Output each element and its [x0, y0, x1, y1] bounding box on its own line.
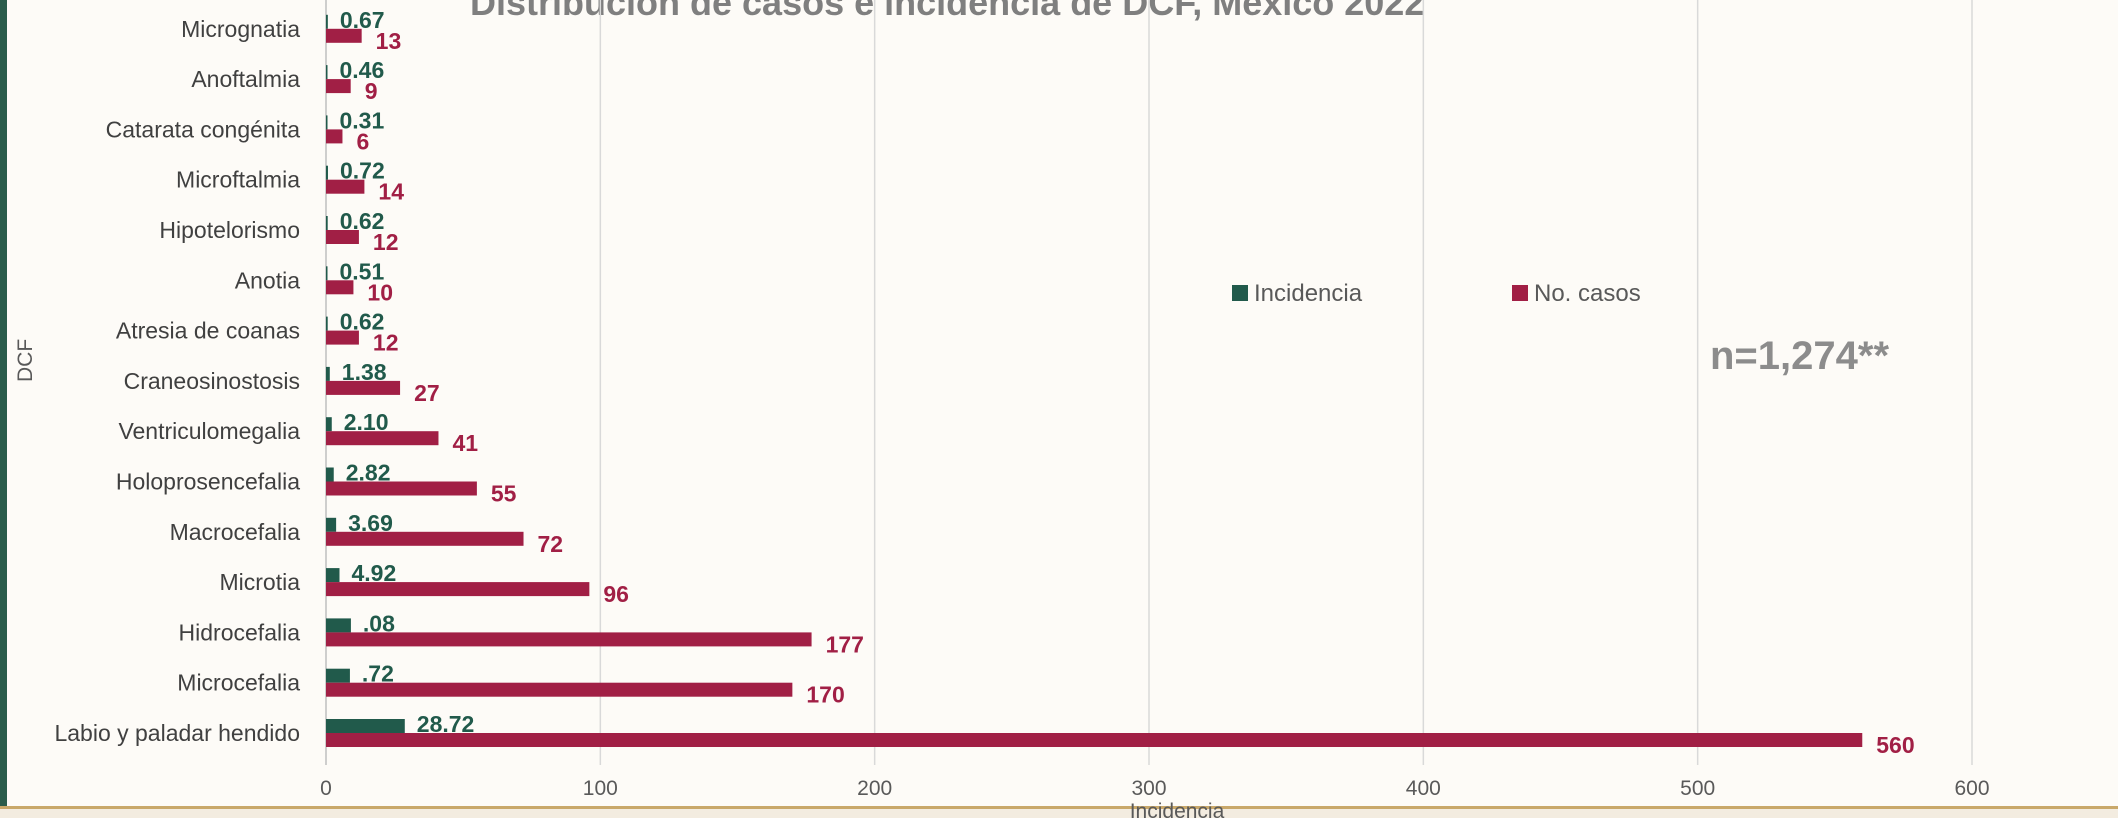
- category-label: Craneosinostosis: [124, 368, 300, 394]
- bar-incidencia: [326, 517, 337, 532]
- data-label-incidencia: 28.72: [417, 711, 475, 737]
- bar-no-casos: [326, 28, 362, 43]
- category-label: Microtia: [219, 569, 300, 595]
- data-label-no-casos: 72: [538, 531, 564, 557]
- bar-no-casos: [326, 330, 359, 345]
- bar-incidencia: [326, 115, 328, 130]
- data-label-no-casos: 10: [367, 279, 393, 305]
- y-axis-title: DCF: [14, 338, 37, 382]
- legend-label: Incidencia: [1254, 280, 1363, 307]
- bar-incidencia: [326, 65, 328, 80]
- bar-no-casos: [326, 632, 812, 647]
- category-label: Macrocefalia: [170, 519, 301, 545]
- data-label-incidencia: 2.82: [346, 460, 391, 486]
- bar-incidencia: [326, 216, 328, 230]
- category-label: Microcefalia: [177, 670, 300, 696]
- x-tick-label: 500: [1680, 777, 1715, 800]
- data-label-no-casos: 41: [452, 430, 478, 456]
- bar-incidencia: [326, 568, 340, 583]
- bar-no-casos: [326, 481, 477, 496]
- bar-incidencia: [326, 316, 328, 331]
- data-label-incidencia: 0.31: [340, 107, 385, 133]
- data-label-no-casos: 27: [414, 380, 440, 406]
- data-label-no-casos: 170: [806, 682, 844, 708]
- bar-incidencia: [326, 618, 351, 633]
- legend-swatch: [1512, 285, 1528, 301]
- bottom-accent-line: [0, 806, 2118, 809]
- data-label-incidencia: 0.46: [340, 57, 385, 83]
- data-label-no-casos: 12: [373, 229, 399, 255]
- data-label-no-casos: 6: [356, 128, 369, 154]
- category-label: Catarata congénita: [106, 116, 301, 142]
- bar-incidencia: [326, 668, 350, 683]
- bar-incidencia: [326, 417, 332, 432]
- x-axis-title: Incidencia: [1130, 800, 1225, 818]
- chart-title: Distribución de casos e incidencia de DC…: [470, 0, 1425, 23]
- data-label-incidencia: 0.62: [340, 309, 385, 335]
- category-label: Micrognatia: [181, 16, 300, 42]
- data-label-incidencia: .08: [363, 610, 395, 636]
- category-label: Anotia: [235, 267, 300, 293]
- data-label-no-casos: 177: [826, 631, 864, 657]
- left-accent-border: [0, 0, 7, 818]
- bar-incidencia: [326, 14, 328, 29]
- bar-no-casos: [326, 230, 359, 244]
- bar-no-casos: [326, 682, 793, 697]
- category-label: Holoprosencefalia: [116, 469, 300, 495]
- y-axis-title-wrap: DCF: [14, 339, 38, 382]
- bar-no-casos: [326, 431, 439, 446]
- data-label-incidencia: 0.67: [340, 7, 385, 33]
- x-tick-label: 300: [1131, 777, 1166, 800]
- data-label-incidencia: 3.69: [348, 510, 393, 536]
- legend-swatch: [1232, 285, 1248, 301]
- bar-no-casos: [326, 280, 354, 295]
- bar-incidencia: [326, 719, 405, 733]
- bar-incidencia: [326, 467, 334, 482]
- x-tick-label: 200: [857, 777, 892, 800]
- bar-no-casos: [326, 531, 524, 546]
- data-label-no-casos: 55: [491, 481, 517, 507]
- data-label-incidencia: 0.72: [340, 158, 385, 184]
- category-label: Atresia de coanas: [116, 318, 300, 344]
- category-label: Hipotelorismo: [159, 217, 300, 243]
- data-label-incidencia: 0.51: [340, 258, 385, 284]
- bar-no-casos: [326, 733, 1863, 747]
- data-label-incidencia: 0.62: [340, 208, 385, 234]
- x-tick-label: 400: [1406, 777, 1441, 800]
- bar-no-casos: [326, 179, 365, 194]
- data-label-no-casos: 9: [365, 78, 378, 104]
- category-label: Labio y paladar hendido: [54, 720, 300, 746]
- bar-no-casos: [326, 129, 343, 144]
- sample-size-annotation: n=1,274**: [1710, 334, 1890, 378]
- category-label: Ventriculomegalia: [118, 418, 300, 444]
- bar-incidencia: [326, 266, 328, 281]
- data-label-no-casos: 560: [1876, 732, 1914, 758]
- data-label-incidencia: 2.10: [344, 409, 389, 435]
- bar-no-casos: [326, 79, 351, 94]
- bar-no-casos: [326, 380, 401, 395]
- data-label-incidencia: .72: [362, 661, 394, 687]
- bar-no-casos: [326, 582, 590, 597]
- x-tick-label: 0: [320, 777, 332, 800]
- data-label-incidencia: 1.38: [342, 359, 387, 385]
- legend-label: No. casos: [1534, 280, 1641, 307]
- data-label-incidencia: 4.92: [351, 560, 396, 586]
- bar-incidencia: [326, 366, 330, 381]
- bottom-accent-band: [0, 809, 2118, 818]
- bar-incidencia: [326, 165, 328, 180]
- data-label-no-casos: 14: [378, 179, 404, 205]
- category-label: Hidrocefalia: [179, 619, 301, 645]
- data-label-no-casos: 13: [376, 28, 402, 54]
- x-tick-label: 100: [583, 777, 618, 800]
- data-label-no-casos: 12: [373, 330, 399, 356]
- data-label-no-casos: 96: [603, 581, 629, 607]
- x-tick-label: 600: [1954, 777, 1989, 800]
- category-label: Anoftalmia: [191, 66, 300, 92]
- category-label: Microftalmia: [176, 167, 300, 193]
